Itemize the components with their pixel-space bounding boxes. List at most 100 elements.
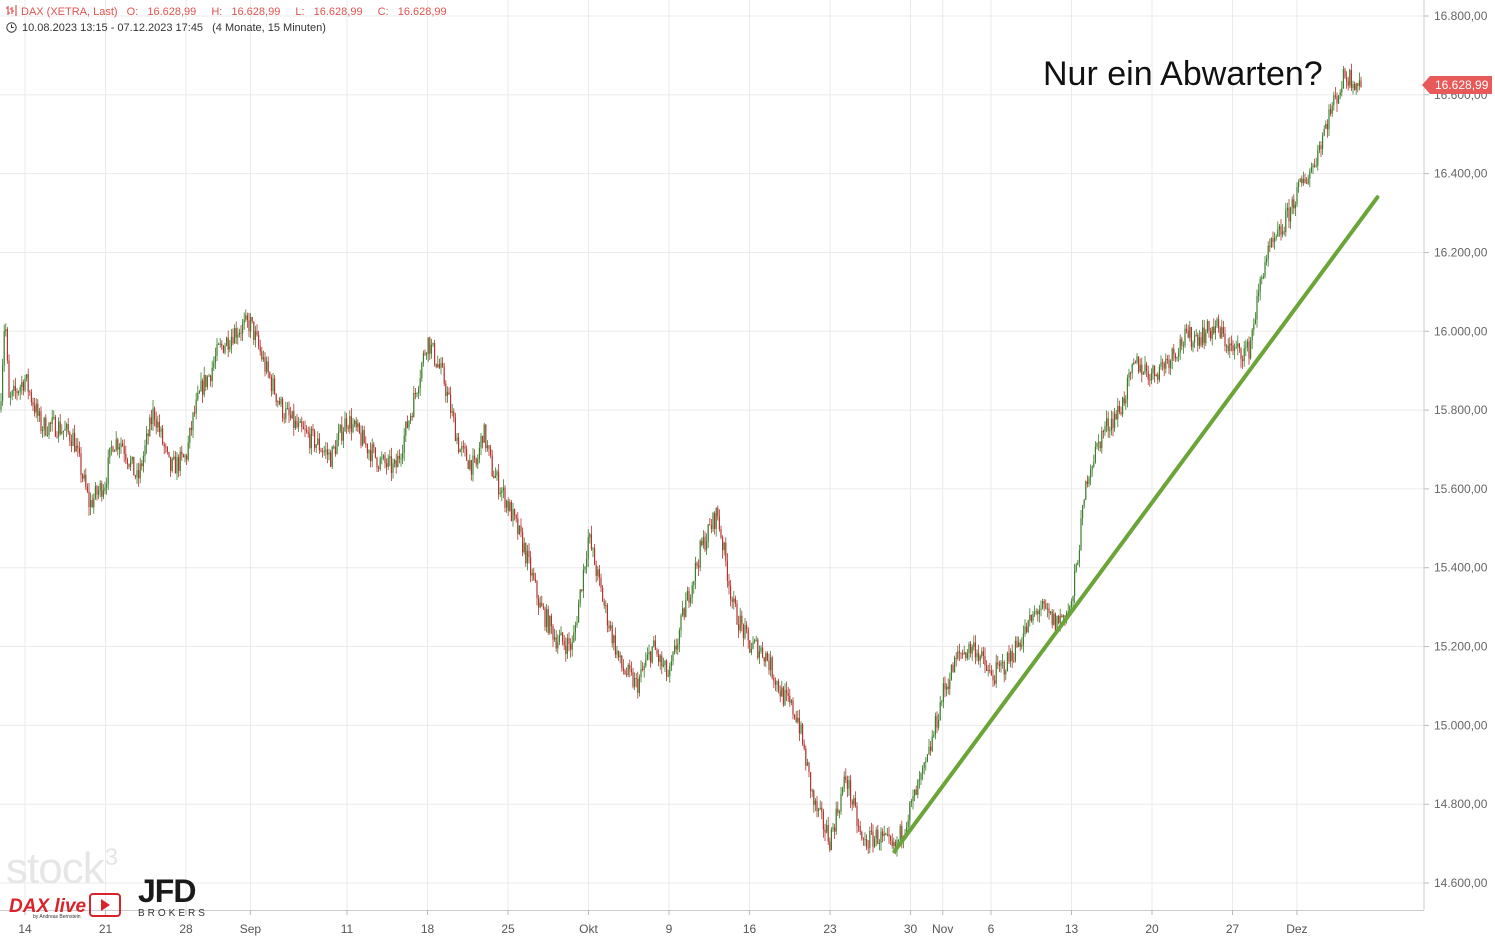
- candle: [94, 482, 96, 500]
- candle-body: [285, 408, 287, 419]
- candle-body: [1114, 413, 1116, 429]
- candle-body: [35, 403, 37, 413]
- candle: [1043, 598, 1045, 612]
- candle: [909, 801, 911, 830]
- last-price-tag: 16.628,99: [1421, 76, 1493, 94]
- candle-body: [1298, 181, 1300, 188]
- candle: [931, 730, 933, 753]
- candle-body: [283, 418, 285, 420]
- candle-body: [814, 800, 816, 805]
- candle: [408, 420, 410, 431]
- candle: [392, 458, 394, 479]
- candle: [1170, 359, 1172, 376]
- candle: [829, 837, 831, 853]
- candle-body: [507, 500, 509, 511]
- candle: [232, 328, 234, 346]
- candle-body: [141, 463, 143, 467]
- candle-body: [1194, 335, 1196, 343]
- candle: [1341, 80, 1343, 97]
- candle: [797, 710, 799, 724]
- candle-body: [498, 471, 500, 495]
- candle: [965, 651, 967, 661]
- candle-body: [294, 420, 296, 428]
- candle: [96, 484, 98, 501]
- candle-body: [618, 650, 620, 658]
- candle-body: [1061, 615, 1063, 618]
- candle-body: [379, 458, 381, 469]
- candle-body: [1352, 84, 1354, 88]
- candle: [378, 465, 380, 472]
- dax-live-logo: DAX live by Andreas Bernstein: [9, 893, 122, 920]
- candle: [118, 443, 120, 459]
- candle: [1166, 355, 1168, 364]
- candle: [114, 449, 116, 452]
- candle-body: [1264, 262, 1266, 277]
- candle: [864, 832, 866, 847]
- candle: [182, 453, 184, 458]
- candle-body: [656, 649, 658, 655]
- candle: [432, 342, 434, 347]
- x-tick-label: 30: [904, 922, 918, 936]
- candle-body: [440, 363, 442, 368]
- candle: [214, 347, 216, 370]
- candle: [462, 440, 464, 453]
- candle: [1101, 426, 1103, 454]
- candle: [434, 339, 436, 367]
- candle: [1200, 331, 1202, 348]
- candle: [869, 826, 871, 854]
- candle-body: [635, 678, 637, 680]
- candle-body: [466, 448, 468, 461]
- candle-body: [427, 337, 429, 354]
- candle-body: [1208, 320, 1210, 331]
- candle-body: [770, 657, 772, 671]
- candle: [1219, 326, 1221, 339]
- candle: [136, 463, 138, 484]
- candle: [154, 406, 156, 427]
- candle-body: [482, 436, 484, 443]
- candle: [1285, 202, 1287, 237]
- candle-body: [979, 656, 981, 661]
- candle: [1120, 406, 1122, 416]
- candle-body: [512, 509, 514, 521]
- candle: [589, 532, 591, 544]
- candle: [645, 652, 647, 668]
- candle-body: [1165, 358, 1167, 369]
- candle-body: [894, 842, 896, 849]
- candle: [621, 655, 623, 672]
- candle: [811, 788, 813, 798]
- candle: [741, 610, 743, 632]
- candle-body: [1042, 601, 1044, 609]
- candle: [2, 358, 4, 406]
- candle-body: [1314, 165, 1316, 167]
- candle-body: [966, 653, 968, 659]
- candle-body: [1291, 199, 1293, 208]
- candle: [517, 511, 519, 540]
- candle-body: [435, 363, 437, 367]
- candle-body: [907, 820, 909, 828]
- candle: [104, 481, 106, 495]
- candle-body: [632, 672, 634, 687]
- candle-body: [232, 336, 234, 344]
- candle-body: [1299, 178, 1301, 182]
- candle: [912, 789, 914, 810]
- candle: [171, 457, 173, 473]
- candle-body: [227, 337, 229, 350]
- candle-body: [310, 428, 312, 449]
- candle: [1026, 622, 1028, 634]
- candle-body: [710, 525, 712, 530]
- candle-body: [426, 353, 428, 355]
- candle-body: [341, 424, 343, 441]
- candle: [251, 316, 253, 324]
- candle-body: [29, 391, 31, 393]
- candle-body: [346, 418, 348, 428]
- candle-body: [944, 683, 946, 690]
- candle: [968, 641, 970, 660]
- candle: [720, 525, 722, 540]
- candle-body: [1304, 178, 1306, 183]
- candle-body: [478, 447, 480, 459]
- candle-body: [1134, 362, 1136, 364]
- candle-body: [368, 450, 370, 454]
- candle-body: [739, 615, 741, 631]
- candle-body: [917, 780, 919, 795]
- candle-body: [982, 651, 984, 656]
